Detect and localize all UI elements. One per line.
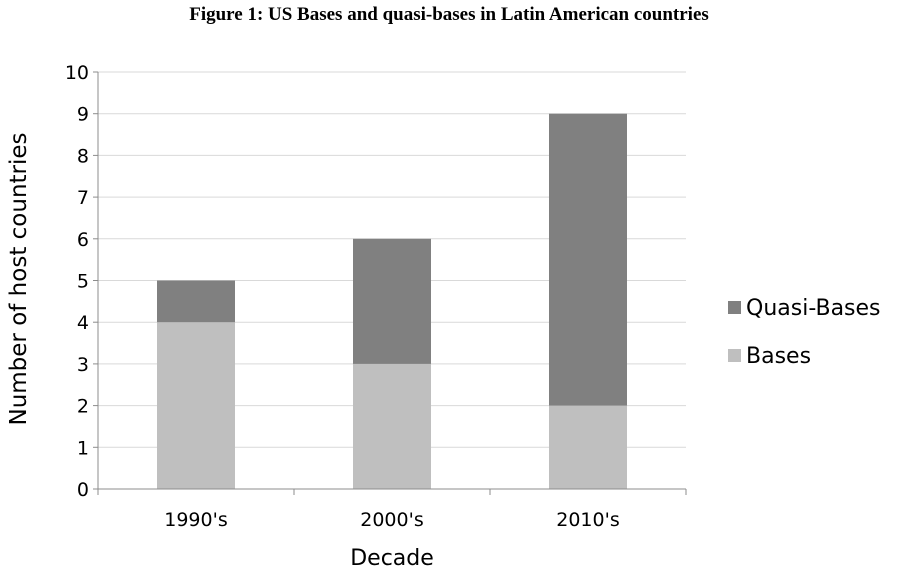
chart-title: Figure 1: US Bases and quasi-bases in La…	[189, 4, 709, 25]
bar-quasi-bases	[549, 113, 627, 406]
x-tick-label: 2010's	[556, 509, 619, 531]
y-tick-label: 3	[77, 354, 89, 376]
bars	[157, 113, 627, 489]
y-tick-label: 5	[77, 271, 89, 293]
legend: Quasi-Bases Bases	[728, 296, 881, 369]
y-tick-label: 1	[77, 437, 89, 459]
legend-label: Quasi-Bases	[746, 296, 881, 321]
x-axis-label: Decade	[350, 546, 434, 571]
bar-quasi-bases	[353, 238, 431, 364]
axis-labels: Number of host countries Decade	[6, 132, 434, 571]
y-tick-label: 7	[77, 187, 89, 209]
bar-quasi-bases	[157, 280, 235, 323]
y-tick-label: 8	[77, 145, 89, 167]
legend-swatch	[728, 349, 741, 362]
y-tick-label: 9	[77, 104, 89, 126]
bar-bases	[549, 405, 627, 489]
bar-bases	[157, 322, 235, 489]
y-tick-label: 4	[77, 312, 89, 334]
bar-bases	[353, 363, 431, 489]
y-tick-label: 10	[65, 62, 89, 84]
legend-label: Bases	[746, 344, 811, 369]
y-axis-label: Number of host countries	[6, 132, 32, 425]
x-tick-label: 1990's	[164, 509, 227, 531]
y-tick-label: 0	[77, 479, 89, 501]
legend-swatch	[728, 301, 741, 314]
axes: 0 1 2 3 4 5 6 7 8 9 10 1990's 2000's 2010's	[65, 62, 687, 531]
x-tick-label: 2000's	[360, 509, 423, 531]
y-tick-label: 2	[77, 396, 89, 418]
y-tick-label: 6	[77, 229, 89, 251]
